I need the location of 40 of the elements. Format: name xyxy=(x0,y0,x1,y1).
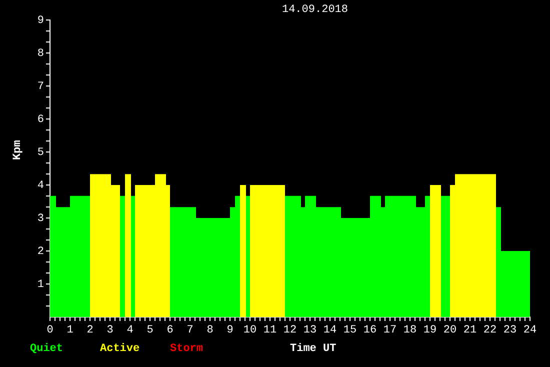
x-tick-label: 13 xyxy=(303,324,317,337)
x-tick-label: 16 xyxy=(363,324,377,337)
x-tick-label: 21 xyxy=(463,324,477,337)
x-tick-label: 8 xyxy=(206,324,214,337)
x-axis-title: Time UT xyxy=(290,343,336,355)
x-tick-label: 23 xyxy=(503,324,517,337)
y-tick-label: 7 xyxy=(37,80,44,93)
text: Quiet xyxy=(30,343,64,355)
y-tick-label: 1 xyxy=(37,278,44,291)
x-tick-label: 3 xyxy=(106,324,114,337)
y-tick-label: 3 xyxy=(37,212,44,225)
y-tick-label: 6 xyxy=(37,114,44,126)
y-tick-label: 9 xyxy=(37,14,44,27)
x-tick-label: 14 xyxy=(323,324,337,337)
x-tick-label: 22 xyxy=(483,324,497,337)
text: Active xyxy=(100,343,140,355)
x-tick-label: 17 xyxy=(383,324,397,337)
x-tick-label: 19 xyxy=(423,324,437,337)
x-tick-label: 12 xyxy=(283,324,297,337)
x-tick-label: 6 xyxy=(166,324,174,337)
x-tick-label: 24 xyxy=(523,324,537,337)
x-tick-label: 0 xyxy=(46,324,54,337)
x-tick-label: 2 xyxy=(86,324,94,337)
x-tick-label: 9 xyxy=(226,324,234,337)
x-tick-label: 15 xyxy=(343,324,357,337)
y-tick-label: 8 xyxy=(37,48,44,60)
y-axis-title: Kpm xyxy=(12,140,24,160)
y-tick-label: 4 xyxy=(37,180,44,192)
x-tick-label: 20 xyxy=(443,324,457,337)
y-tick-label: 2 xyxy=(37,246,44,258)
y-tick-label: 5 xyxy=(37,146,44,159)
x-tick-label: 7 xyxy=(186,324,194,337)
chart-title: 14.09.2018 xyxy=(280,4,349,16)
x-tick-label: 10 xyxy=(243,324,257,337)
text: Storm xyxy=(170,343,204,355)
x-tick-label: 11 xyxy=(263,324,277,337)
x-tick-label: 5 xyxy=(146,324,154,337)
x-tick-label: 4 xyxy=(126,324,134,337)
x-tick-label: 1 xyxy=(66,324,74,337)
x-tick-label: 18 xyxy=(403,324,417,337)
